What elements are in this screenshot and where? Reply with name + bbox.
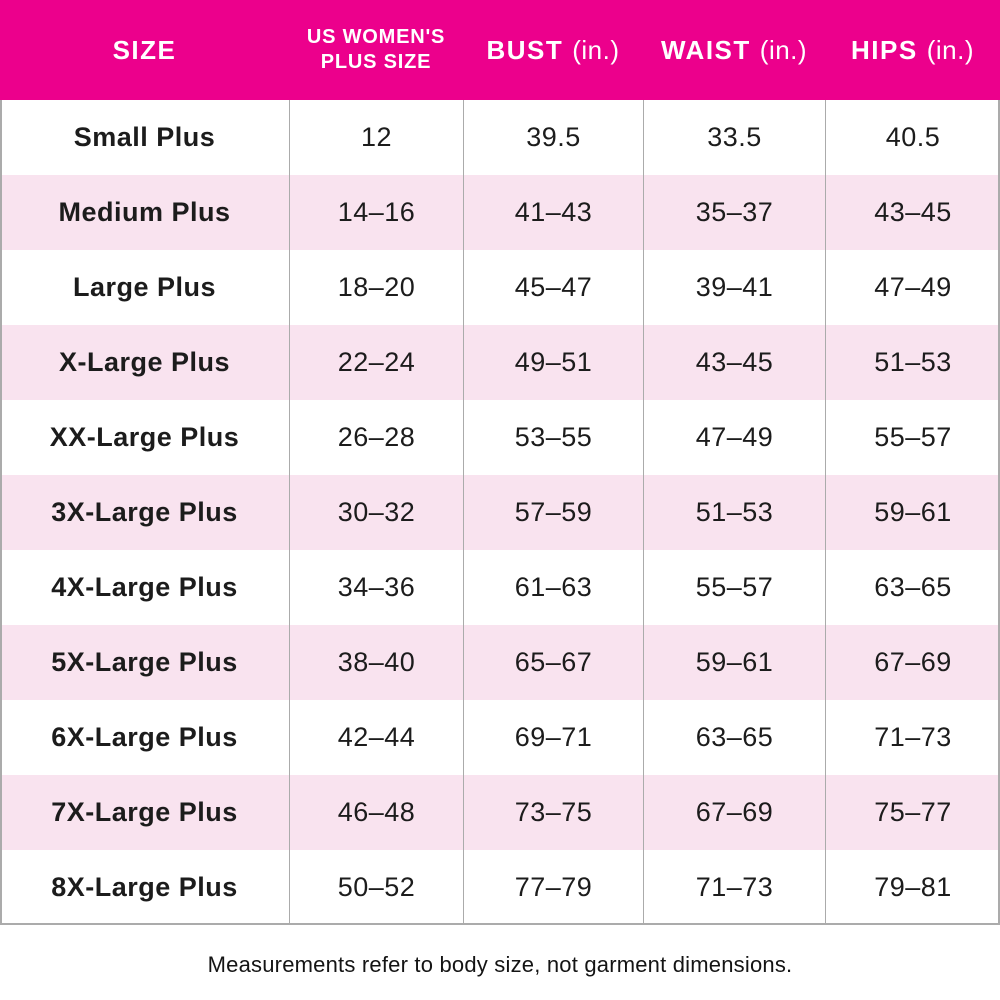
cell-size: 4X-Large Plus	[51, 572, 238, 602]
cell-size: 6X-Large Plus	[51, 722, 238, 752]
cell-bust: 39.5	[463, 100, 643, 175]
cell-hips: 40.5	[825, 100, 1000, 175]
table-row-medium-plus: Medium Plus 14–16 41–43 35–37 43–45	[0, 175, 1000, 250]
cell-waist: 39–41	[643, 250, 825, 325]
table-row-8x-large-plus: 8X-Large Plus 50–52 77–79 71–73 79–81	[0, 850, 1000, 925]
cell-bust: 65–67	[463, 625, 643, 700]
cell-us-plus-size: 34–36	[289, 550, 463, 625]
col-header-waist-unit: (in.)	[759, 34, 808, 65]
size-chart-table: SIZE US WOMEN'S PLUS SIZE BUST (in.) WAI…	[0, 0, 1000, 977]
cell-hips: 59–61	[825, 475, 1000, 550]
cell-waist: 47–49	[643, 400, 825, 475]
cell-us-plus-size: 12	[289, 100, 463, 175]
cell-us-plus-size: 22–24	[289, 325, 463, 400]
cell-size: Large Plus	[72, 272, 217, 302]
table-row-xx-large-plus: XX-Large Plus 26–28 53–55 47–49 55–57	[0, 400, 1000, 475]
cell-hips: 51–53	[825, 325, 1000, 400]
table-row-3x-large-plus: 3X-Large Plus 30–32 57–59 51–53 59–61	[0, 475, 1000, 550]
cell-hips: 67–69	[825, 625, 1000, 700]
cell-us-plus-size: 46–48	[289, 775, 463, 850]
cell-us-plus-size: 38–40	[289, 625, 463, 700]
cell-hips: 79–81	[825, 850, 1000, 925]
cell-size: X-Large Plus	[58, 347, 231, 377]
cell-us-plus-size: 18–20	[289, 250, 463, 325]
cell-hips: 63–65	[825, 550, 1000, 625]
measurement-footnote: Measurements refer to body size, not gar…	[207, 952, 793, 977]
cell-size: XX-Large Plus	[49, 422, 240, 452]
cell-bust: 41–43	[463, 175, 643, 250]
col-header-size-label: SIZE	[112, 34, 177, 65]
cell-waist: 51–53	[643, 475, 825, 550]
cell-waist: 55–57	[643, 550, 825, 625]
col-header-hips-unit: (in.)	[926, 34, 974, 65]
cell-waist: 67–69	[643, 775, 825, 850]
cell-us-plus-size: 50–52	[289, 850, 463, 925]
cell-hips: 55–57	[825, 400, 1000, 475]
cell-waist: 43–45	[643, 325, 825, 400]
cell-us-plus-size: 42–44	[289, 700, 463, 775]
cell-size: 8X-Large Plus	[51, 872, 238, 902]
cell-hips: 75–77	[825, 775, 1000, 850]
col-header-bust-label: BUST	[486, 34, 564, 65]
table-row-7x-large-plus: 7X-Large Plus 46–48 73–75 67–69 75–77	[0, 775, 1000, 850]
cell-waist: 33.5	[643, 100, 825, 175]
col-header-waist: WAIST (in.)	[643, 0, 825, 100]
table-header-row: SIZE US WOMEN'S PLUS SIZE BUST (in.) WAI…	[0, 0, 1000, 100]
table-body: Small Plus 12 39.5 33.5 40.5 Medium Plus…	[0, 100, 1000, 925]
cell-waist: 71–73	[643, 850, 825, 925]
cell-bust: 57–59	[463, 475, 643, 550]
table-row-5x-large-plus: 5X-Large Plus 38–40 65–67 59–61 67–69	[0, 625, 1000, 700]
cell-bust: 69–71	[463, 700, 643, 775]
cell-bust: 49–51	[463, 325, 643, 400]
cell-size: 3X-Large Plus	[51, 497, 238, 527]
col-header-hips: HIPS (in.)	[825, 0, 1000, 100]
cell-us-plus-size: 26–28	[289, 400, 463, 475]
cell-bust: 73–75	[463, 775, 643, 850]
cell-size: Medium Plus	[58, 197, 231, 227]
cell-size: Small Plus	[73, 122, 216, 152]
table-row-large-plus: Large Plus 18–20 45–47 39–41 47–49	[0, 250, 1000, 325]
cell-size: 5X-Large Plus	[51, 647, 238, 677]
cell-bust: 45–47	[463, 250, 643, 325]
table-row-4x-large-plus: 4X-Large Plus 34–36 61–63 55–57 63–65	[0, 550, 1000, 625]
col-header-hips-label: HIPS	[851, 34, 918, 65]
col-header-size: SIZE	[0, 0, 289, 100]
col-header-waist-label: WAIST	[660, 34, 751, 65]
cell-hips: 71–73	[825, 700, 1000, 775]
table-row-6x-large-plus: 6X-Large Plus 42–44 69–71 63–65 71–73	[0, 700, 1000, 775]
cell-size: 7X-Large Plus	[51, 797, 238, 827]
cell-waist: 35–37	[643, 175, 825, 250]
col-header-bust: BUST (in.)	[463, 0, 643, 100]
cell-us-plus-size: 14–16	[289, 175, 463, 250]
table-row-small-plus: Small Plus 12 39.5 33.5 40.5	[0, 100, 1000, 175]
cell-hips: 47–49	[825, 250, 1000, 325]
col-header-bust-unit: (in.)	[572, 34, 620, 65]
cell-bust: 77–79	[463, 850, 643, 925]
cell-bust: 53–55	[463, 400, 643, 475]
cell-waist: 63–65	[643, 700, 825, 775]
cell-waist: 59–61	[643, 625, 825, 700]
col-header-us-plus-size-line1: US WOMEN'S	[306, 26, 446, 48]
cell-hips: 43–45	[825, 175, 1000, 250]
cell-bust: 61–63	[463, 550, 643, 625]
table-row-x-large-plus: X-Large Plus 22–24 49–51 43–45 51–53	[0, 325, 1000, 400]
col-header-us-plus-size-line2: PLUS SIZE	[320, 51, 432, 73]
col-header-us-plus-size: US WOMEN'S PLUS SIZE	[289, 0, 463, 100]
cell-us-plus-size: 30–32	[289, 475, 463, 550]
